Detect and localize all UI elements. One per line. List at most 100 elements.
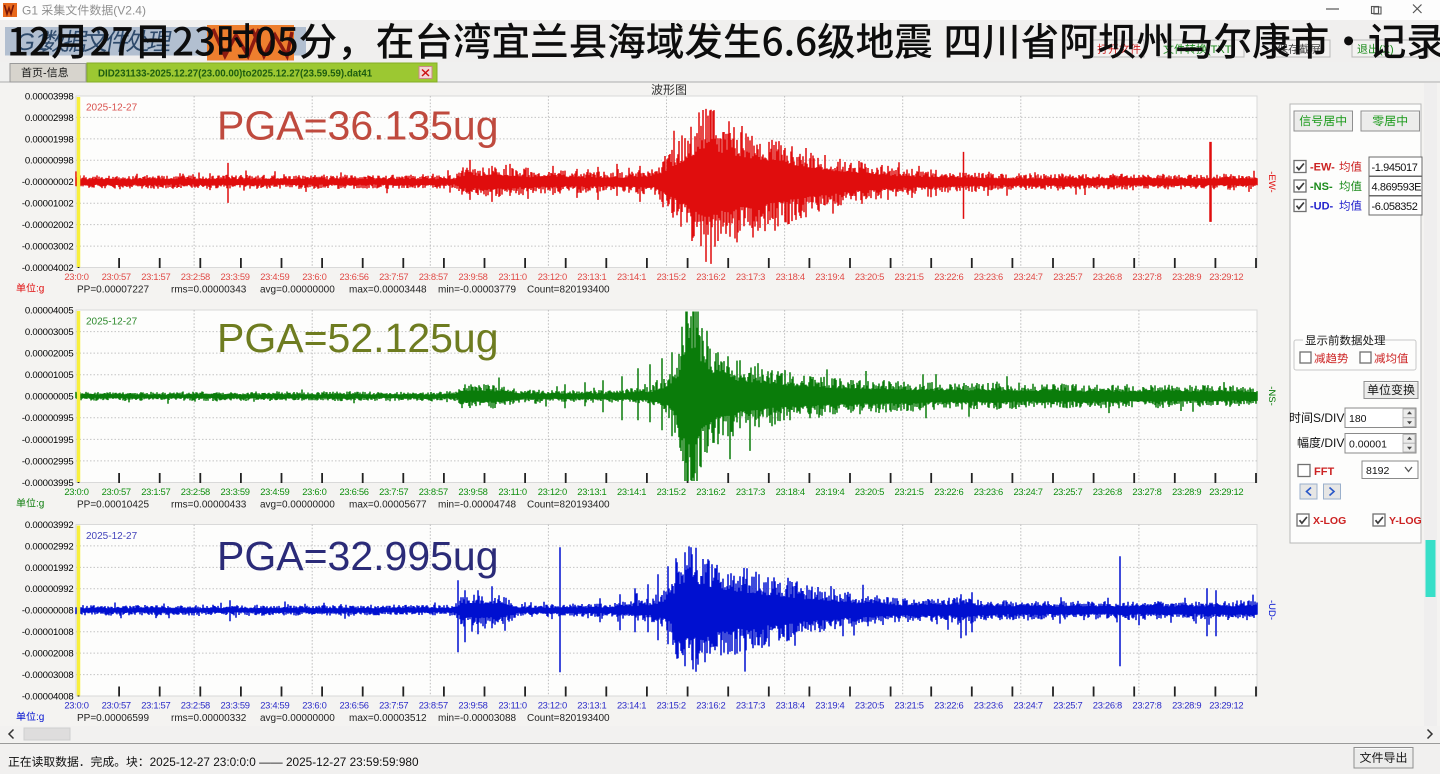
- svg-text:(V2.4): (V2.4): [113, 4, 146, 18]
- svg-text:23:16:2: 23:16:2: [696, 271, 725, 282]
- svg-text:-0.00001002: -0.00001002: [22, 199, 74, 210]
- svg-text:23:23:6: 23:23:6: [974, 271, 1003, 282]
- svg-text:23:16:2: 23:16:2: [696, 700, 725, 711]
- svg-text:23:28:9: 23:28:9: [1172, 486, 1201, 497]
- svg-text:PP=0.00007227: PP=0.00007227: [77, 285, 149, 296]
- svg-text:23:4:59: 23:4:59: [260, 486, 289, 497]
- svg-text:0.00002005: 0.00002005: [25, 349, 74, 360]
- svg-text:avg=0.00000000: avg=0.00000000: [260, 713, 335, 724]
- svg-text:2025-12-27: 2025-12-27: [86, 317, 138, 328]
- svg-text:23:26:8: 23:26:8: [1093, 271, 1122, 282]
- svg-text:23:19:4: 23:19:4: [815, 700, 844, 711]
- svg-text:23:29:12: 23:29:12: [1209, 271, 1243, 282]
- svg-text:23:27:8: 23:27:8: [1132, 271, 1161, 282]
- svg-text:23:16:2: 23:16:2: [696, 486, 725, 497]
- svg-text:23:4:59: 23:4:59: [260, 700, 289, 711]
- svg-text:min=-0.00003779: min=-0.00003779: [438, 285, 517, 296]
- svg-text:23:0:0: 23:0:0: [64, 700, 88, 711]
- svg-text:23:2:58: 23:2:58: [181, 486, 210, 497]
- svg-text:180: 180: [1349, 413, 1367, 425]
- svg-text:23:0:57: 23:0:57: [102, 486, 131, 497]
- svg-text:23:19:4: 23:19:4: [815, 486, 844, 497]
- svg-text:23:12:0: 23:12:0: [538, 271, 567, 282]
- svg-text:23:3:59: 23:3:59: [221, 700, 250, 711]
- svg-text:-0.00000008: -0.00000008: [22, 606, 74, 617]
- svg-text:-0.00003008: -0.00003008: [22, 670, 74, 681]
- svg-text:-NS-: -NS-: [1266, 386, 1277, 406]
- svg-text:23:13:1: 23:13:1: [577, 486, 606, 497]
- svg-text:23:11:0: 23:11:0: [498, 700, 527, 711]
- svg-text:23:22:6: 23:22:6: [934, 700, 963, 711]
- svg-text:-0.00004008: -0.00004008: [22, 691, 74, 702]
- svg-text:-EW-: -EW-: [1266, 171, 1277, 192]
- svg-text:-UD-: -UD-: [1266, 600, 1277, 620]
- svg-text:23:25:7: 23:25:7: [1053, 486, 1082, 497]
- svg-text:23:29:12: 23:29:12: [1209, 700, 1243, 711]
- svg-text::g: :g: [36, 499, 44, 510]
- svg-text:23:8:57: 23:8:57: [419, 486, 448, 497]
- svg-text:-EW-: -EW-: [1310, 162, 1335, 174]
- svg-text:23:24:7: 23:24:7: [1014, 271, 1043, 282]
- svg-text:23:2:58: 23:2:58: [181, 271, 210, 282]
- svg-text:23:4:59: 23:4:59: [260, 271, 289, 282]
- svg-text:max=0.00005677: max=0.00005677: [349, 500, 427, 511]
- svg-text:23:14:1: 23:14:1: [617, 271, 646, 282]
- svg-text:23:11:0: 23:11:0: [498, 486, 527, 497]
- svg-text:0.00004005: 0.00004005: [25, 305, 74, 316]
- svg-text:Count=820193400: Count=820193400: [527, 713, 610, 724]
- svg-text:23:28:9: 23:28:9: [1172, 700, 1201, 711]
- svg-text:23:17:3: 23:17:3: [736, 486, 765, 497]
- svg-text:0.00001998: 0.00001998: [25, 134, 74, 145]
- svg-text:X-LOG: X-LOG: [1313, 515, 1346, 527]
- svg-text:-: -: [43, 68, 47, 80]
- svg-text:23:24:7: 23:24:7: [1014, 700, 1043, 711]
- svg-text:0.00002992: 0.00002992: [25, 541, 74, 552]
- svg-text:max=0.00003448: max=0.00003448: [349, 285, 427, 296]
- svg-text:23:21:5: 23:21:5: [895, 486, 924, 497]
- svg-text:23:0:0: 23:0:0: [64, 271, 88, 282]
- svg-text:23:22:6: 23:22:6: [934, 271, 963, 282]
- svg-text:23:3:59: 23:3:59: [221, 486, 250, 497]
- svg-text:rms=0.00000343: rms=0.00000343: [171, 285, 247, 296]
- svg-text:23:13:1: 23:13:1: [577, 271, 606, 282]
- svg-text:-0.00000002: -0.00000002: [22, 177, 74, 188]
- svg-text:0.00000998: 0.00000998: [25, 156, 74, 167]
- svg-text:FFT: FFT: [1314, 466, 1334, 478]
- svg-text:23:23:6: 23:23:6: [974, 486, 1003, 497]
- svg-text:0.00001005: 0.00001005: [25, 370, 74, 381]
- svg-text:23:2:58: 23:2:58: [181, 700, 210, 711]
- svg-text:23:7:57: 23:7:57: [379, 700, 408, 711]
- svg-text:23:27:8: 23:27:8: [1132, 700, 1161, 711]
- svg-text:23:0:57: 23:0:57: [102, 271, 131, 282]
- svg-text:0.00001: 0.00001: [1349, 439, 1387, 451]
- svg-text:23:15:2: 23:15:2: [657, 486, 686, 497]
- svg-text:23:12:0: 23:12:0: [538, 700, 567, 711]
- svg-text:S/DIV: S/DIV: [1313, 411, 1344, 425]
- svg-text:PP=0.00010425: PP=0.00010425: [77, 500, 149, 511]
- svg-text:-0.00002002: -0.00002002: [22, 220, 74, 231]
- svg-text:23:1:57: 23:1:57: [141, 271, 170, 282]
- svg-text:23:14:1: 23:14:1: [617, 486, 646, 497]
- svg-text:23:17:3: 23:17:3: [736, 271, 765, 282]
- svg-text:23:20:5: 23:20:5: [855, 700, 884, 711]
- svg-text:23:29:12: 23:29:12: [1209, 486, 1243, 497]
- svg-text::g: :g: [36, 284, 44, 295]
- svg-text:2025-12-27: 2025-12-27: [86, 531, 138, 542]
- svg-text:4.869593E: 4.869593E: [1372, 182, 1422, 194]
- svg-text:0.00003992: 0.00003992: [25, 520, 74, 531]
- svg-text:23:8:57: 23:8:57: [419, 271, 448, 282]
- svg-text:Count=820193400: Count=820193400: [527, 285, 610, 296]
- svg-text:23:26:8: 23:26:8: [1093, 486, 1122, 497]
- svg-text:-0.00001008: -0.00001008: [22, 627, 74, 638]
- svg-text:0.00000005: 0.00000005: [25, 392, 74, 403]
- svg-text:PP=0.00006599: PP=0.00006599: [77, 713, 149, 724]
- svg-text:23:13:1: 23:13:1: [577, 700, 606, 711]
- svg-text:23:19:4: 23:19:4: [815, 271, 844, 282]
- svg-text:-UD-: -UD-: [1310, 201, 1334, 213]
- svg-text:23:9:58: 23:9:58: [458, 700, 487, 711]
- svg-text:23:20:5: 23:20:5: [855, 271, 884, 282]
- svg-text:23:6:0: 23:6:0: [302, 271, 326, 282]
- svg-text:avg=0.00000000: avg=0.00000000: [260, 285, 335, 296]
- svg-text:23:26:8: 23:26:8: [1093, 700, 1122, 711]
- svg-text:23:7:57: 23:7:57: [379, 271, 408, 282]
